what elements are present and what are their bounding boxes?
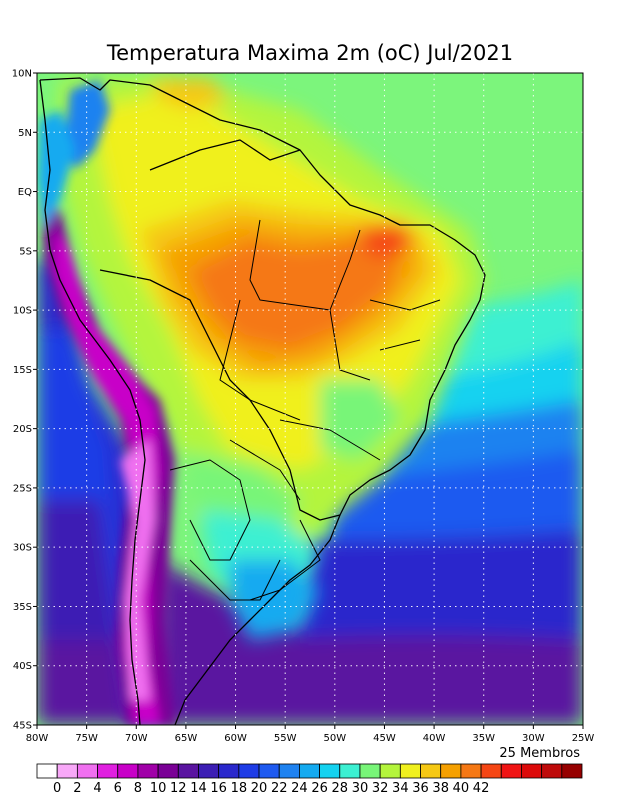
colorbar-swatch — [278, 763, 300, 779]
andes-cold-ridge — [38, 80, 175, 725]
map-area — [37, 73, 583, 725]
lon-tick-label: 35W — [472, 733, 495, 744]
colorbar-swatch — [561, 763, 583, 779]
southern-borders — [169, 459, 281, 601]
lon-tick-label: 75W — [75, 733, 98, 744]
colorbar-label: 42 — [473, 781, 490, 796]
lat-tick-label: 25S — [13, 483, 32, 494]
colorbar-swatch — [460, 763, 482, 779]
colorbar-label: 2 — [73, 781, 81, 796]
colorbar-swatch — [198, 763, 220, 779]
colorbar-label: 40 — [453, 781, 470, 796]
colorbar-swatch — [117, 763, 139, 779]
lat-tick-label: 5S — [19, 246, 32, 257]
colorbar: 0 2 4 6 8 10 12 14 16 18 20 22 24 26 28 30 32 34 36 38 40 42 — [36, 763, 583, 796]
colorbar-swatch — [399, 763, 421, 779]
colorbar-label: 30 — [352, 781, 369, 796]
colorbar-swatch — [379, 763, 401, 779]
colorbar-swatch — [157, 763, 179, 779]
continent-temperature-field — [60, 75, 485, 640]
colorbar-swatch — [521, 763, 543, 779]
colorbar-label: 12 — [170, 781, 187, 796]
colorbar-label: 0 — [53, 781, 61, 796]
colorbar-swatch — [238, 763, 260, 779]
colorbar-label: 6 — [114, 781, 122, 796]
colorbar-label: 18 — [231, 781, 248, 796]
colorbar-swatch — [97, 763, 119, 779]
lat-tick-label: 30S — [13, 543, 32, 554]
colorbar-label: 28 — [332, 781, 349, 796]
colorbar-swatch — [440, 763, 462, 779]
colorbar-swatch — [480, 763, 502, 779]
colorbar-label: 4 — [93, 781, 101, 796]
map-title: Temperatura Maxima 2m (oC) Jul/2021 — [106, 41, 513, 65]
colorbar-label: 8 — [134, 781, 142, 796]
colorbar-swatch — [319, 763, 341, 779]
colorbar-swatch — [137, 763, 159, 779]
colorbar-label: 16 — [210, 781, 227, 796]
state-borders — [219, 219, 441, 601]
lat-tick-label: 15S — [13, 365, 32, 376]
lat-tick-label: 40S — [13, 661, 32, 672]
colorbar-label: 24 — [291, 781, 308, 796]
lat-tick-label: 45S — [13, 721, 32, 732]
lon-tick-label: 80W — [26, 733, 49, 744]
colorbar-swatch — [258, 763, 280, 779]
country-borders — [39, 77, 486, 725]
colorbar-swatch — [177, 763, 199, 779]
lon-tick-label: 45W — [373, 733, 396, 744]
colorbar-label: 36 — [412, 781, 429, 796]
lon-tick-label: 25W — [572, 733, 595, 744]
colorbar-swatch — [36, 763, 58, 779]
lat-tick-label: EQ — [18, 187, 32, 198]
colorbar-label: 38 — [432, 781, 449, 796]
pacific-coastline — [39, 79, 146, 725]
colorbar-swatch — [339, 763, 361, 779]
map-gridlines — [37, 73, 583, 725]
lon-tick-label: 40W — [423, 733, 446, 744]
lat-tick-label: 10N — [12, 69, 32, 80]
lat-tick-label: 20S — [13, 424, 32, 435]
map-frame — [36, 72, 584, 726]
latitude-axis: 10N 5N EQ 5S 10S 15S 20S 25S 30S 35S 40S 45S — [12, 69, 37, 732]
colorbar-swatch — [299, 763, 320, 779]
lon-tick-label: 55W — [274, 733, 297, 744]
colorbar-swatch — [56, 763, 78, 779]
lon-tick-label: 50W — [324, 733, 347, 744]
lon-tick-label: 30W — [522, 733, 545, 744]
lon-tick-label: 60W — [224, 733, 247, 744]
members-note: 25 Membros — [499, 746, 580, 761]
lat-tick-label: 5N — [18, 128, 32, 139]
colorbar-swatch — [420, 763, 442, 779]
colorbar-label: 26 — [311, 781, 328, 796]
colorbar-label: 10 — [150, 781, 167, 796]
colorbar-swatch — [359, 763, 381, 779]
colorbar-swatch — [541, 763, 563, 779]
south-america-coastline — [39, 77, 486, 725]
lon-tick-label: 70W — [125, 733, 148, 744]
colorbar-label: 34 — [392, 781, 409, 796]
lat-tick-label: 35S — [13, 602, 32, 613]
colorbar-swatch — [218, 763, 240, 779]
colorbar-label: 32 — [372, 781, 389, 796]
colorbar-swatch — [500, 763, 522, 779]
longitude-axis: 80W 75W 70W 65W 60W 55W 50W 45W 40W 35W 30W 25W — [26, 725, 595, 744]
colorbar-label: 22 — [271, 781, 288, 796]
lon-tick-label: 65W — [175, 733, 198, 744]
colorbar-label: 14 — [190, 781, 207, 796]
lat-tick-label: 10S — [13, 306, 32, 317]
colorbar-swatch — [76, 763, 98, 779]
colorbar-label: 20 — [251, 781, 268, 796]
